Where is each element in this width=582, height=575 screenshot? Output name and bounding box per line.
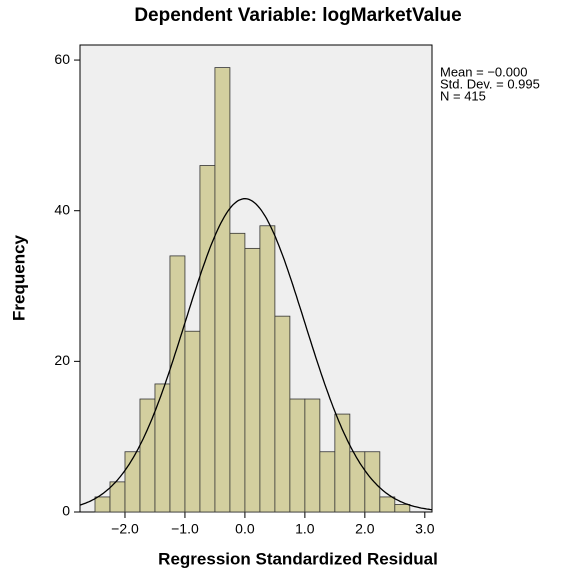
bar (274, 315, 291, 513)
x-tick-label: −2.0 (111, 521, 139, 537)
bar (169, 255, 186, 513)
x-tick-label: 2.0 (355, 521, 375, 537)
bar (289, 398, 306, 513)
bar (244, 247, 261, 513)
y-axis-title: Frequency (9, 234, 28, 321)
bar (124, 451, 141, 513)
x-tick-label: 3.0 (415, 521, 435, 537)
bar (259, 225, 276, 513)
bar (214, 67, 231, 513)
bar (199, 165, 216, 513)
y-tick-label: 0 (62, 503, 70, 519)
y-tick-label: 40 (54, 201, 70, 217)
bar (184, 330, 201, 513)
stat-label: Std. Dev. = 0.995 (440, 76, 540, 91)
chart-title: Dependent Variable: logMarketValue (134, 5, 461, 26)
x-tick-label: 1.0 (295, 521, 315, 537)
x-tick-label: −1.0 (171, 521, 199, 537)
bar (349, 451, 366, 513)
x-axis-title: Regression Standardized Residual (158, 549, 438, 568)
bar (319, 451, 336, 513)
bar (379, 496, 396, 513)
bar (304, 398, 321, 513)
bar (154, 383, 171, 513)
bar (229, 232, 246, 513)
bar (364, 451, 381, 513)
bar (394, 504, 411, 513)
stat-label: Mean = −0.000 (440, 64, 527, 79)
bar (94, 496, 111, 513)
normal-curve (79, 198, 433, 511)
y-tick-label: 20 (54, 352, 70, 368)
y-tick-label: 60 (54, 51, 70, 67)
stat-label: N = 415 (440, 88, 486, 103)
x-tick-label: 0.0 (235, 521, 255, 537)
